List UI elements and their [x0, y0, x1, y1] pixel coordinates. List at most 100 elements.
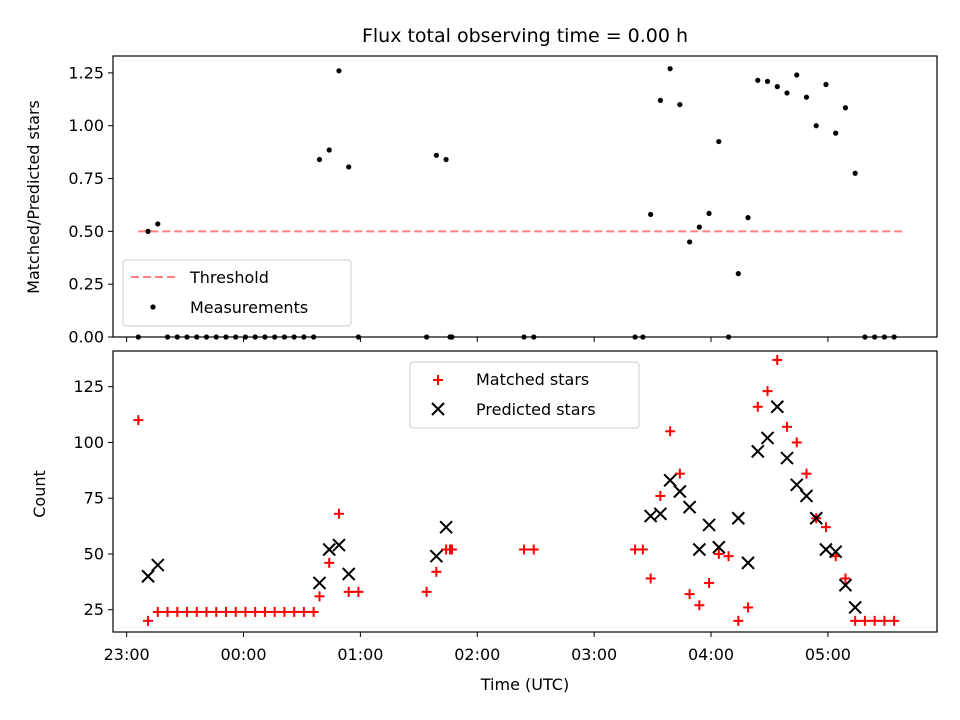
- predicted-star-marker: [828, 545, 843, 559]
- bottom-y-tick-label: 100: [73, 433, 104, 452]
- predicted-star-marker: [439, 520, 453, 534]
- matched-star-marker: [259, 606, 270, 617]
- matched-star-marker: [791, 437, 802, 448]
- bottom-y-axis-label: Count: [30, 470, 49, 518]
- matched-star-marker: [782, 421, 793, 432]
- matched-star-marker: [353, 586, 364, 597]
- top-y-axis-label: Matched/Predicted stars: [24, 100, 43, 294]
- matched-star-marker: [446, 544, 457, 555]
- bottom-x-tick-label: 00:00: [220, 645, 266, 664]
- predicted-star-marker: [760, 431, 775, 445]
- predicted-star-marker: [322, 542, 336, 557]
- predicted-star-marker-b: [429, 549, 444, 563]
- predicted-star-marker-b: [809, 511, 823, 525]
- top-y-tick-label: 1.00: [68, 116, 104, 135]
- measurement-point: [842, 105, 849, 111]
- predicted-star-marker: [653, 507, 668, 521]
- matched-star-marker: [733, 615, 744, 626]
- predicted-star-marker: [848, 600, 862, 615]
- matched-star-marker: [840, 573, 851, 584]
- matched-star-marker: [324, 557, 335, 568]
- predicted-star-marker-b: [673, 484, 687, 499]
- matched-star-marker: [240, 606, 251, 617]
- bottom-y-tick-label: 25: [84, 600, 104, 619]
- matched-star-marker: [182, 606, 193, 617]
- predicted-star-marker: [741, 556, 755, 570]
- measurement-point: [813, 123, 819, 129]
- matched-star-marker: [801, 468, 812, 479]
- measurement-point: [687, 239, 693, 245]
- predicted-star-marker-b: [643, 509, 658, 523]
- measurement-point: [696, 224, 702, 230]
- measurement-point: [735, 271, 741, 277]
- matched-star-marker: [637, 544, 648, 555]
- measurement-point: [852, 170, 858, 176]
- measurement-point: [346, 164, 352, 170]
- measurement-point: [657, 97, 663, 103]
- measurement-point: [326, 147, 332, 153]
- bottom-x-tick-label: 04:00: [688, 645, 734, 664]
- measurement-point: [823, 81, 829, 88]
- matched-star-marker: [220, 606, 231, 617]
- top-axes-frame: [112, 55, 938, 338]
- top-y-tick-label: 0.00: [68, 328, 104, 347]
- predicted-star-marker-b: [702, 518, 716, 532]
- matched-star-marker: [889, 615, 900, 626]
- predicted-star-marker: [692, 542, 707, 557]
- matched-star-marker: [743, 602, 754, 613]
- count-panel: Count Time (UTC) 25 50 75 100 125 23:00 00:00 0…: [30, 350, 938, 694]
- measurement-point: [648, 211, 654, 218]
- measurements-legend-label: Measurements: [190, 298, 308, 317]
- measurement-point: [774, 84, 780, 90]
- matched-star-marker: [191, 606, 202, 617]
- predicted-star-marker: [838, 578, 853, 592]
- measurement-point: [833, 130, 839, 136]
- predicted-star-marker-b: [799, 489, 814, 503]
- predicted-star-marker-b: [322, 542, 336, 557]
- predicted-star-marker: [751, 444, 765, 459]
- predicted-star-marker-b: [141, 569, 155, 583]
- predicted-star-marker-b: [770, 400, 784, 414]
- bottom-axes-frame: [112, 350, 938, 633]
- matched-star-marker: [859, 615, 870, 626]
- top-y-tick-label: 1.25: [68, 63, 104, 82]
- threshold-legend-label: Threshold: [189, 268, 269, 287]
- predicted-star-marker-b: [692, 542, 707, 557]
- measurement-point: [745, 215, 751, 221]
- matched-star-marker: [152, 606, 163, 617]
- predicted-star-marker-b: [312, 576, 327, 590]
- matched-star-marker: [655, 490, 666, 501]
- measurement-point: [764, 78, 771, 84]
- predicted-star-marker: [341, 567, 356, 581]
- matched-star-marker: [645, 573, 656, 584]
- predicted-star-marker-b: [760, 431, 775, 445]
- measurement-point: [706, 210, 712, 217]
- bottom-x-tick-label: 23:00: [104, 645, 150, 664]
- bottom-y-tick-label: 75: [84, 489, 104, 508]
- matched-legend-swatch: [433, 375, 443, 385]
- measurement-point: [433, 152, 439, 158]
- predicted-star-marker-b: [663, 473, 677, 488]
- predicted-star-marker: [731, 511, 746, 525]
- matched-star-marker: [752, 401, 763, 412]
- top-axes-content: 0.00 0.25 0.50 0.75 1.00 1.25: [68, 63, 902, 347]
- matched-star-marker: [772, 354, 783, 365]
- matched-star-marker: [869, 615, 880, 626]
- measurement-point: [336, 68, 342, 74]
- predicted-star-marker: [790, 478, 804, 492]
- predicted-star-marker-b: [653, 507, 668, 521]
- matched-star-marker: [162, 606, 173, 617]
- predicted-star-marker: [332, 538, 346, 552]
- bottom-legend: Matched stars Predicted stars: [409, 361, 640, 429]
- bottom-axes-content: 25 50 75 100 125 23:00 00:00 01:00 02:00 03:00 04:…: [73, 354, 900, 664]
- predicted-star-marker: [712, 540, 726, 554]
- predicted-star-marker-b: [731, 511, 746, 525]
- matched-star-marker: [421, 586, 432, 597]
- predicted-star-marker-b: [439, 520, 453, 534]
- top-legend: Threshold Measurements: [122, 259, 352, 327]
- matched-star-marker: [289, 606, 300, 617]
- predicted-star-marker-b: [341, 567, 356, 581]
- matched-star-marker: [211, 606, 222, 617]
